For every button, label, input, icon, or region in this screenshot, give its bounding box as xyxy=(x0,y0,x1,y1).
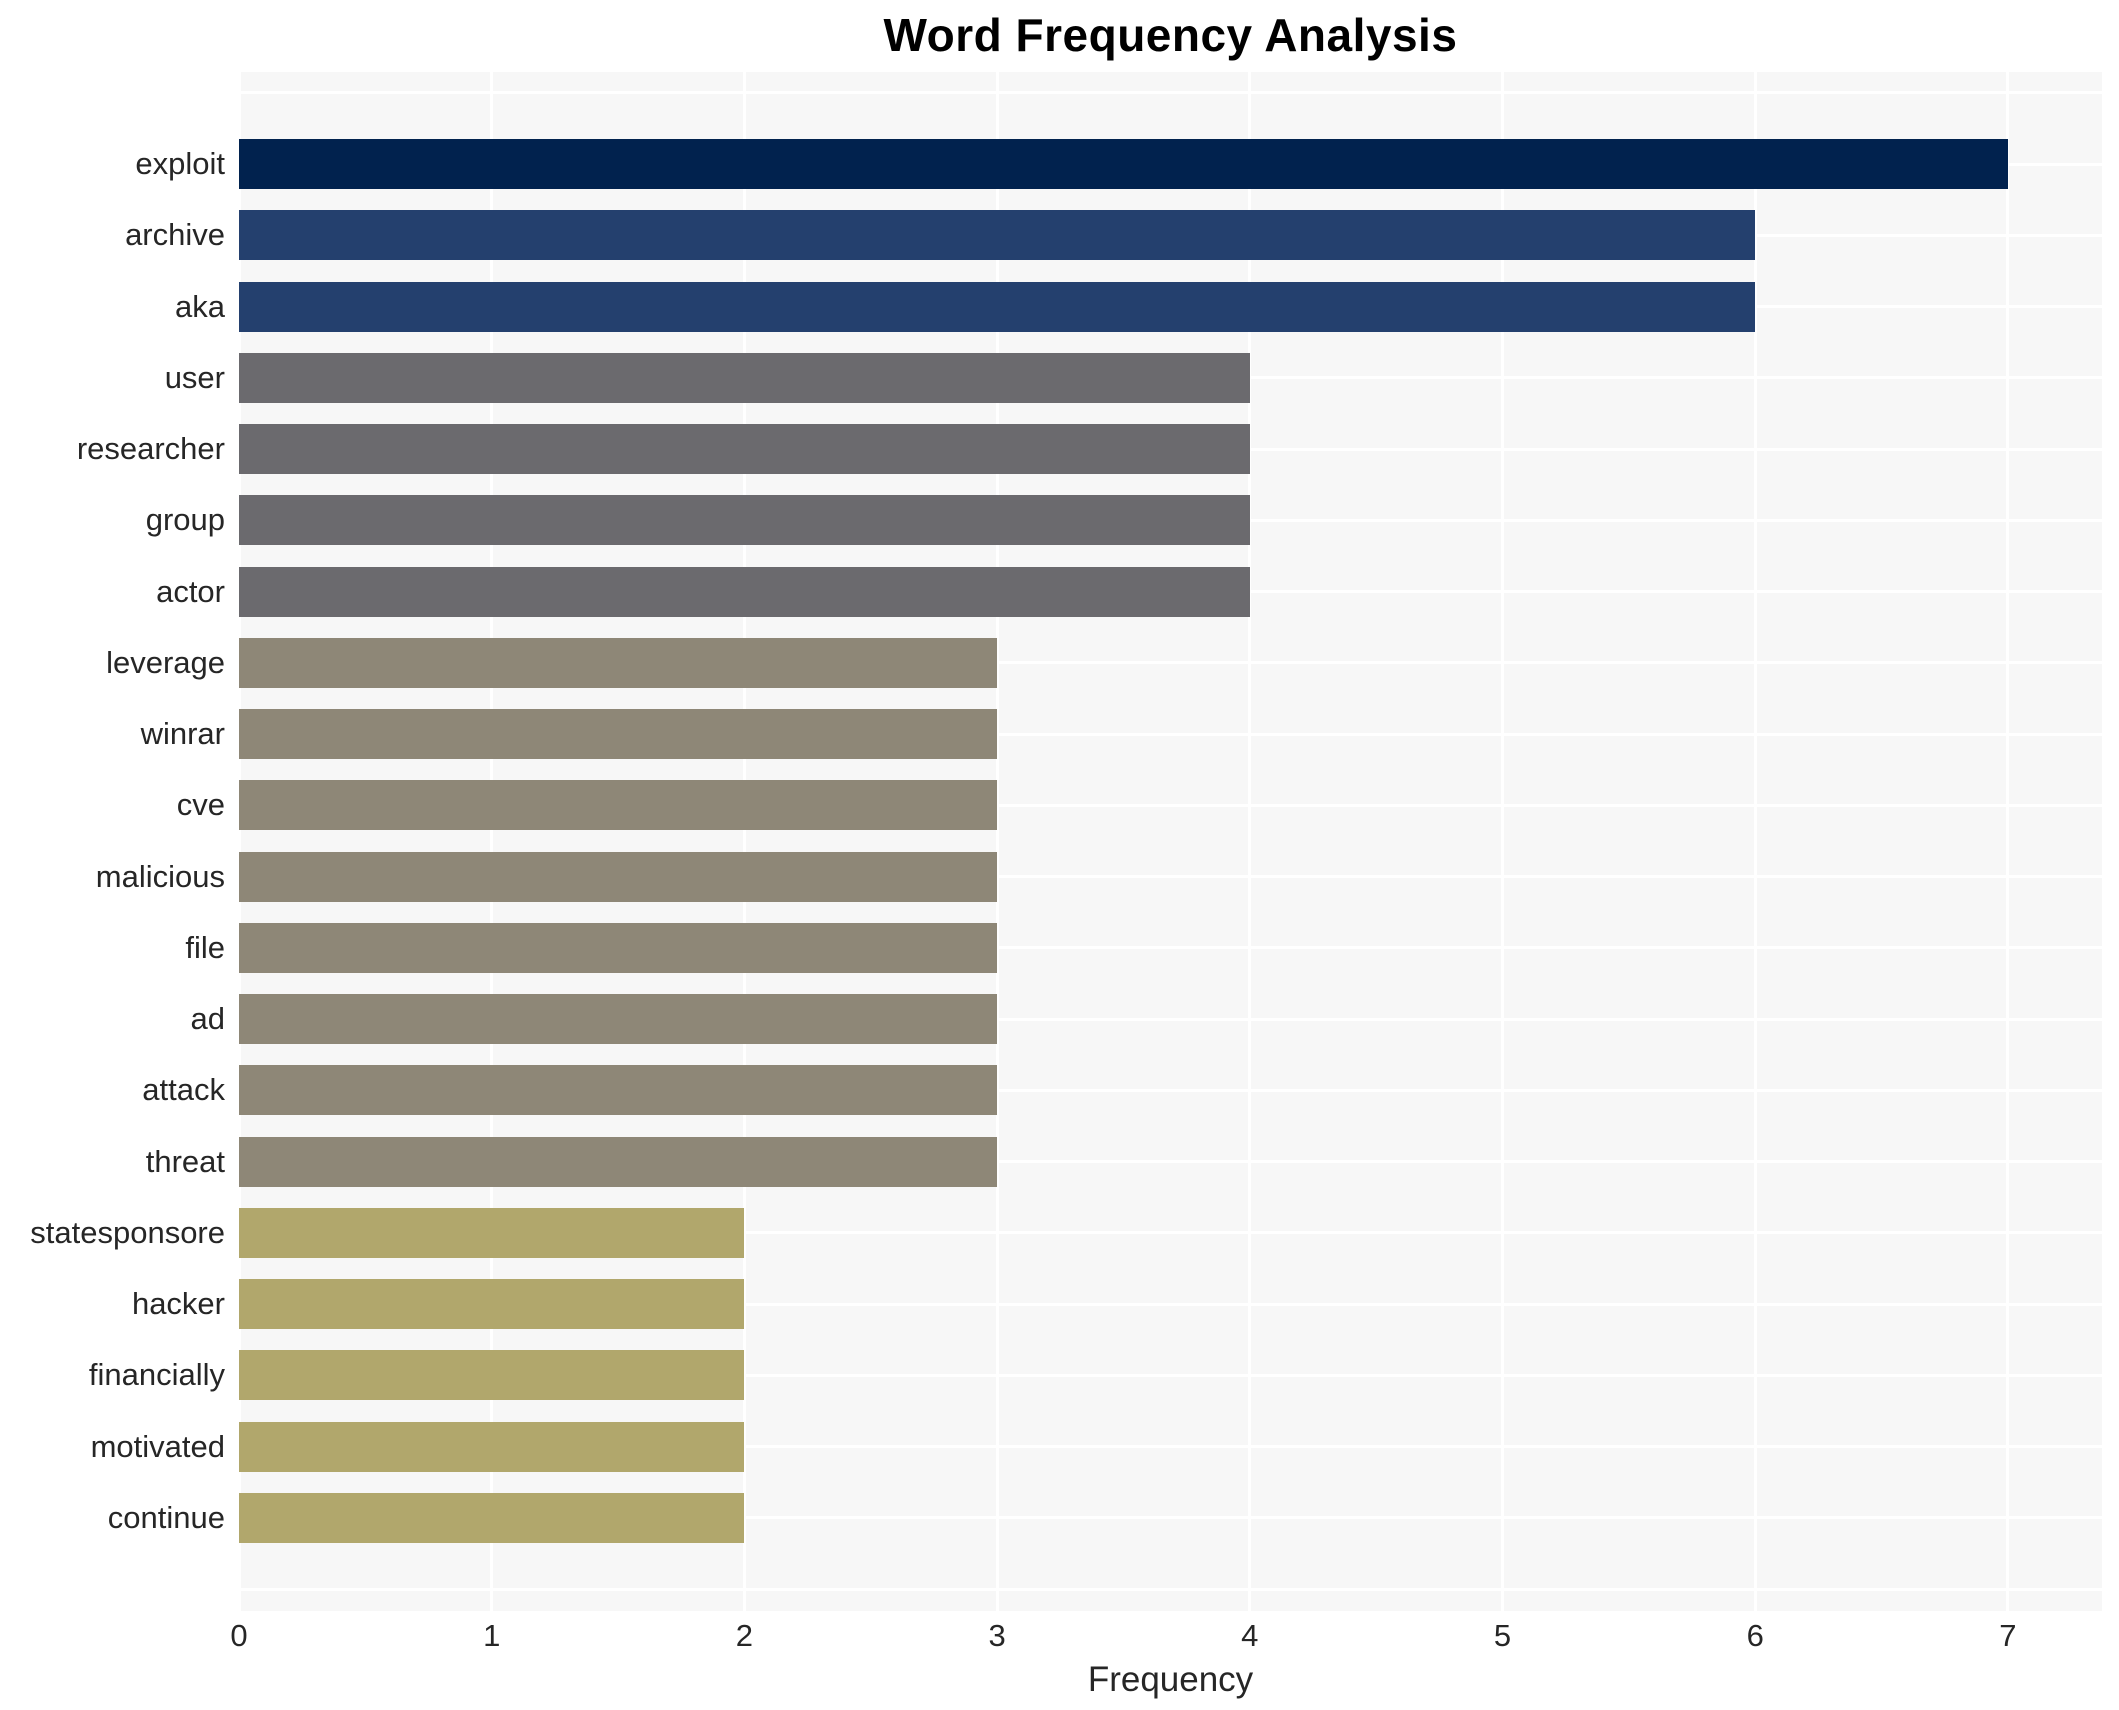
bar-archive xyxy=(239,210,1756,261)
x-tick-label-7: 7 xyxy=(1999,1618,2017,1653)
y-tick-label-ad: ad xyxy=(190,1001,225,1037)
bar-hacker xyxy=(239,1279,745,1330)
y-tick-label-statesponsore: statesponsore xyxy=(30,1214,225,1250)
y-tick-label-attack: attack xyxy=(142,1072,225,1108)
gridline-horizontal xyxy=(239,803,2102,807)
y-tick-label-exploit: exploit xyxy=(135,146,225,181)
chart-title: Word Frequency Analysis xyxy=(883,9,1458,61)
bar-malicious xyxy=(239,851,998,902)
gridline-vertical xyxy=(1501,72,1504,1611)
bar-file xyxy=(239,922,998,973)
y-tick-label-hacker: hacker xyxy=(131,1286,225,1322)
gridline-horizontal xyxy=(239,1587,2102,1591)
gridline-horizontal xyxy=(239,1516,2102,1520)
y-tick-label-financially: financially xyxy=(88,1357,225,1393)
bar-motivated xyxy=(239,1421,745,1472)
y-tick-label-continue: continue xyxy=(107,1499,225,1535)
x-tick-label-2: 2 xyxy=(735,1618,754,1653)
y-tick-label-aka: aka xyxy=(175,288,225,324)
y-tick-label-researcher: researcher xyxy=(76,431,225,467)
bar-user xyxy=(239,352,1250,403)
gridline-horizontal xyxy=(239,1017,2102,1021)
y-tick-label-actor: actor xyxy=(156,573,225,609)
bar-winrar xyxy=(239,709,998,760)
bar-cve xyxy=(239,780,998,831)
y-tick-label-user: user xyxy=(164,359,225,395)
bar-researcher xyxy=(239,424,1250,475)
bar-exploit xyxy=(239,139,2008,189)
gridline-vertical xyxy=(1753,72,1757,1611)
gridline-horizontal xyxy=(239,1445,2102,1449)
gridline-horizontal xyxy=(239,91,2102,95)
bar-actor xyxy=(239,566,1250,617)
bar-aka xyxy=(239,281,1756,332)
x-tick-label-5: 5 xyxy=(1493,1618,1512,1653)
y-tick-label-archive: archive xyxy=(125,217,225,253)
y-tick-label-cve: cve xyxy=(176,787,225,823)
bar-continue xyxy=(239,1492,745,1543)
gridline-horizontal xyxy=(239,1160,2102,1164)
bar-financially xyxy=(239,1350,745,1401)
gridline-horizontal xyxy=(239,661,2102,665)
plot-panel xyxy=(237,72,2102,1611)
gridline-horizontal xyxy=(239,946,2102,950)
x-axis-label: Frequency xyxy=(1087,1660,1254,1699)
bar-statesponsore xyxy=(239,1207,745,1258)
bar-attack xyxy=(239,1065,998,1116)
bar-leverage xyxy=(239,637,998,688)
gridline-horizontal xyxy=(239,1373,2102,1377)
gridline-vertical xyxy=(490,72,494,1611)
x-tick-label-1: 1 xyxy=(483,1618,501,1653)
y-tick-label-threat: threat xyxy=(145,1143,225,1179)
gridline-vertical xyxy=(742,72,746,1611)
y-tick-label-motivated: motivated xyxy=(90,1428,225,1464)
y-tick-label-winrar: winrar xyxy=(140,716,225,752)
gridline-vertical xyxy=(995,72,999,1611)
bar-ad xyxy=(239,994,998,1045)
y-tick-label-malicious: malicious xyxy=(95,858,225,894)
y-tick-label-file: file xyxy=(185,929,225,965)
bar-threat xyxy=(239,1136,998,1187)
gridline-vertical xyxy=(2006,72,2010,1611)
gridline-horizontal xyxy=(239,732,2102,736)
y-tick-label-leverage: leverage xyxy=(106,644,225,680)
gridline-vertical xyxy=(237,72,241,1611)
gridline-horizontal xyxy=(239,1231,2102,1235)
gridline-horizontal xyxy=(239,1302,2102,1306)
y-tick-label-group: group xyxy=(145,502,225,538)
x-tick-label-0: 0 xyxy=(230,1618,248,1653)
x-tick-label-6: 6 xyxy=(1746,1618,1764,1653)
bar-group xyxy=(239,495,1250,546)
gridline-horizontal xyxy=(239,875,2102,879)
gridline-horizontal xyxy=(239,1088,2102,1092)
gridline-vertical xyxy=(1248,72,1252,1611)
x-tick-label-3: 3 xyxy=(988,1618,1006,1653)
x-tick-label-4: 4 xyxy=(1241,1618,1259,1653)
